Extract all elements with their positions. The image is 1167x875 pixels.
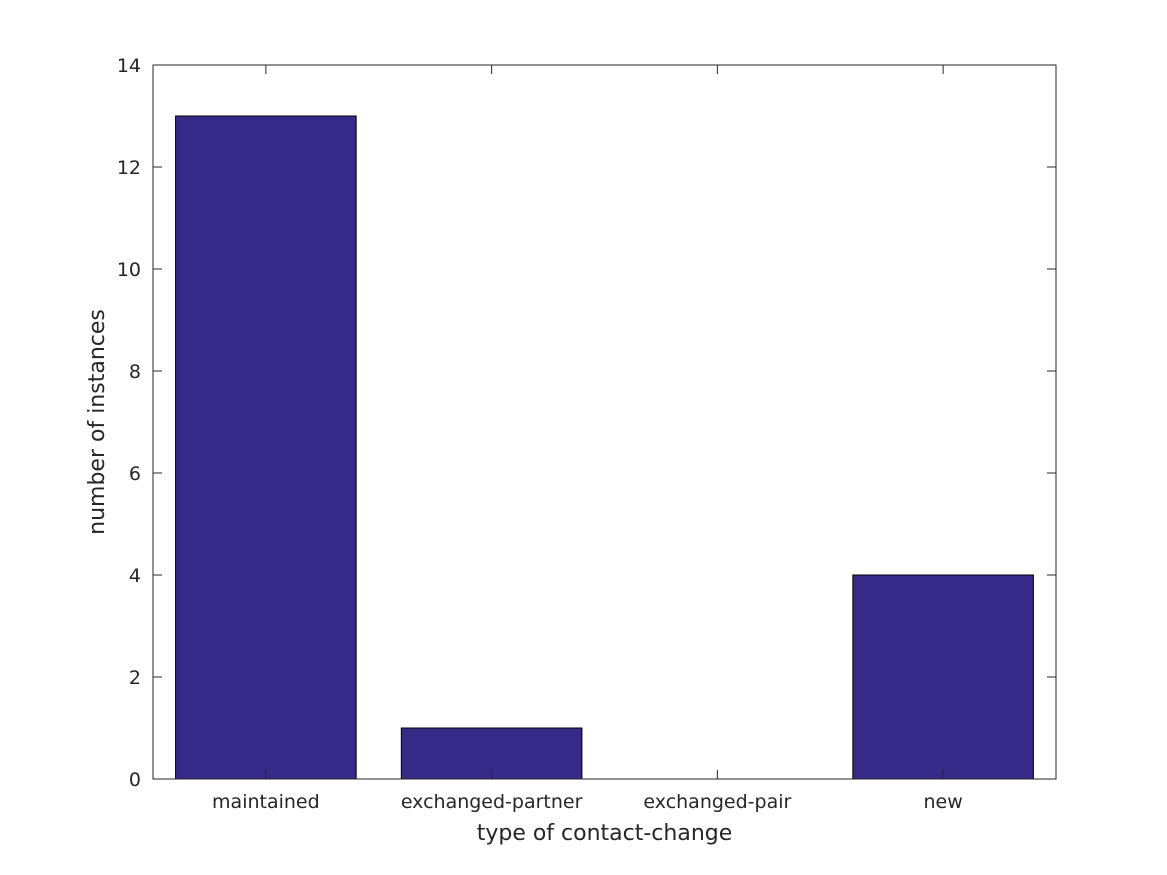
y-tick-label: 10 <box>117 259 141 281</box>
x-tick-label: maintained <box>212 791 320 813</box>
x-axis-title: type of contact-change <box>477 821 733 846</box>
y-tick-label: 0 <box>129 769 141 791</box>
y-tick-label: 6 <box>129 463 141 485</box>
plot-area-frame <box>152 64 1057 780</box>
y-tick-label: 8 <box>129 361 141 383</box>
x-tick-label: new <box>923 791 962 813</box>
ticks-group: maintained exchanged-partner exchanged-pai… <box>117 55 1056 813</box>
bars-group <box>175 115 1034 780</box>
bar-maintained <box>175 115 357 780</box>
bar-new <box>852 574 1034 780</box>
y-tick-label: 14 <box>117 55 141 77</box>
x-tick-label: exchanged-pair <box>643 791 791 813</box>
y-axis-title: number of instances <box>85 309 110 535</box>
y-tick-label: 12 <box>117 157 141 179</box>
x-tick-label: exchanged-partner <box>401 791 583 813</box>
y-tick-label: 2 <box>129 667 141 689</box>
y-tick-label: 4 <box>129 565 141 587</box>
